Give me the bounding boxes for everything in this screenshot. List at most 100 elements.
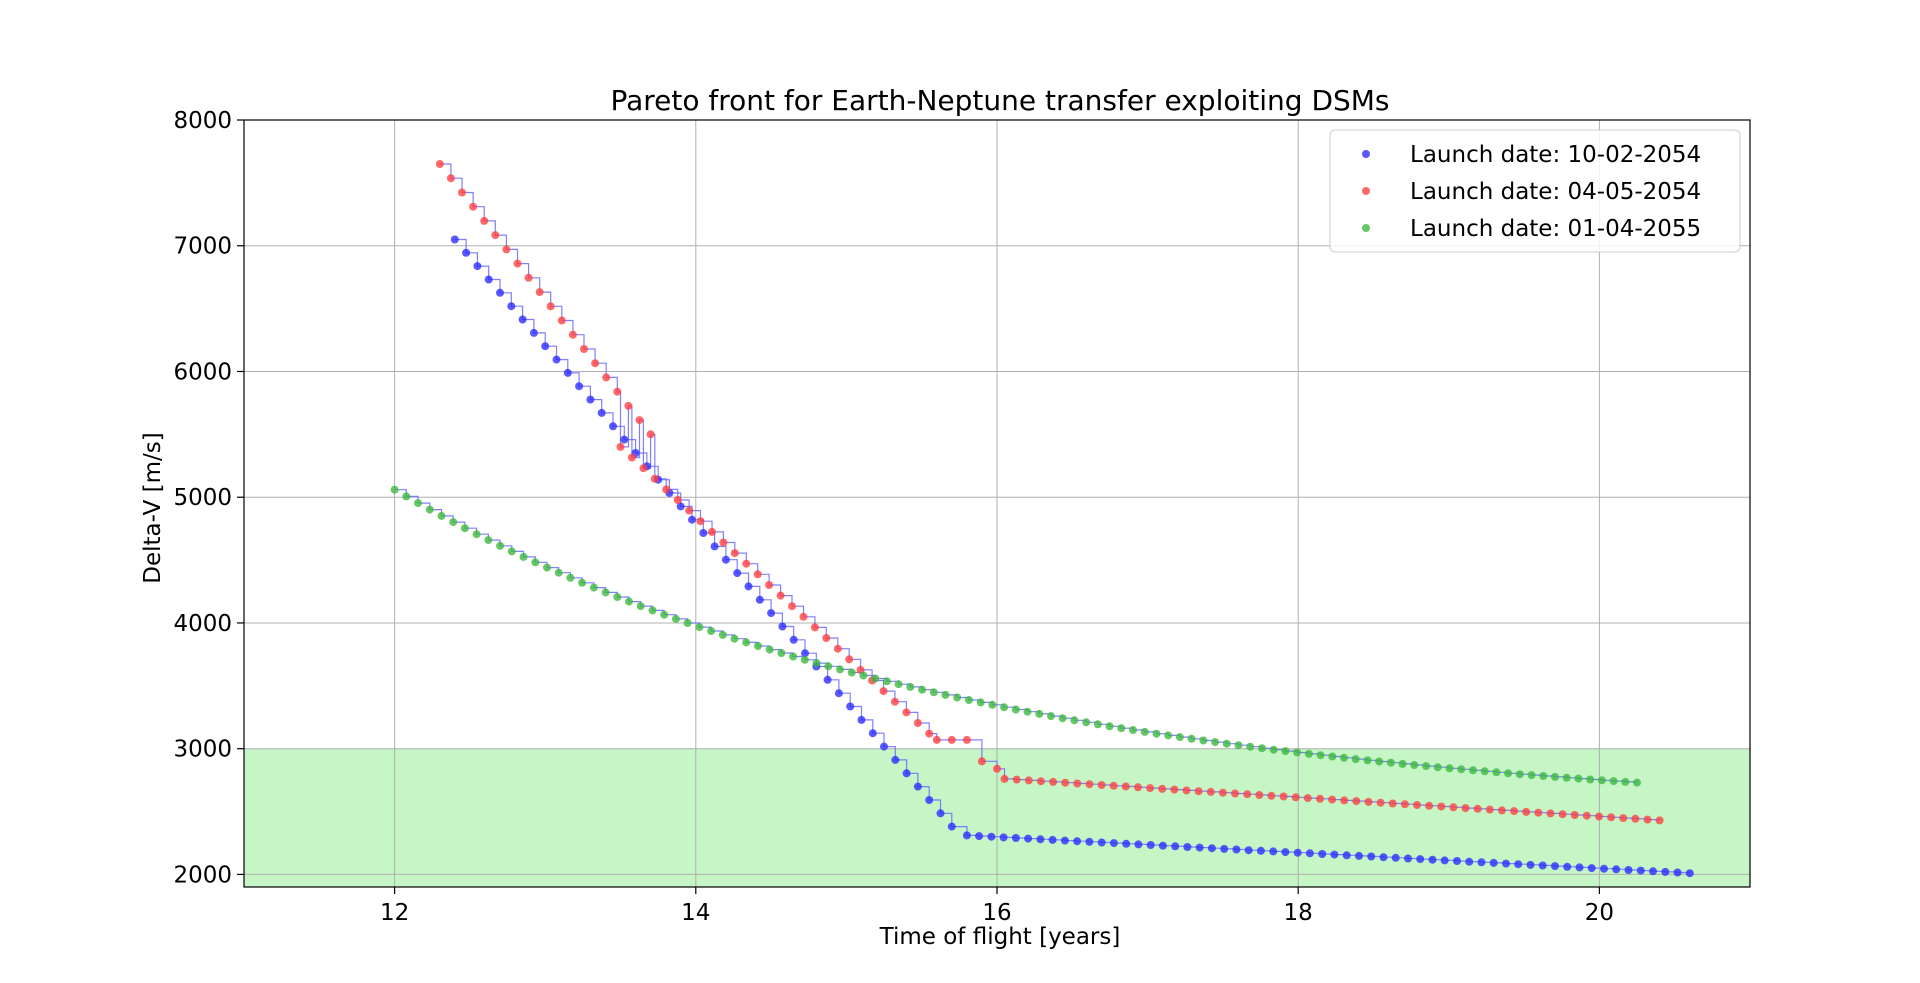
- data-point-series-2: [1206, 787, 1215, 796]
- data-point-series-2: [1425, 801, 1434, 810]
- data-point-series-2: [1291, 793, 1300, 802]
- data-point-series-1: [1526, 860, 1535, 869]
- data-point-series-3: [1398, 759, 1407, 768]
- data-point-series-2: [1255, 791, 1264, 799]
- data-point-series-1: [1624, 866, 1633, 874]
- data-point-series-2: [742, 559, 751, 568]
- data-point-series-2: [1279, 792, 1288, 801]
- data-point-series-2: [491, 231, 500, 240]
- data-point-series-1: [597, 408, 606, 417]
- data-point-series-2: [1073, 779, 1082, 788]
- data-point-series-3: [1093, 720, 1102, 729]
- data-point-series-2: [639, 464, 648, 473]
- data-point-series-1: [518, 315, 527, 324]
- data-point-series-3: [941, 690, 950, 699]
- data-point-series-3: [1633, 778, 1641, 787]
- data-point-series-2: [1595, 812, 1603, 821]
- data-point-series-2: [557, 316, 566, 325]
- data-point-series-1: [1036, 835, 1045, 844]
- data-point-series-1: [1477, 858, 1486, 867]
- data-point-series-1: [902, 769, 911, 778]
- data-point-series-2: [776, 591, 785, 600]
- data-point-series-1: [1256, 846, 1265, 855]
- legend-label: Launch date: 04-05-2054: [1410, 179, 1701, 205]
- data-point-series-2: [845, 655, 854, 664]
- data-point-series-1: [1269, 847, 1278, 856]
- data-point-series-1: [975, 832, 984, 841]
- data-point-series-1: [529, 328, 538, 337]
- data-point-series-1: [609, 422, 617, 431]
- data-point-series-3: [847, 668, 856, 677]
- data-point-series-1: [563, 368, 572, 377]
- data-point-series-3: [402, 492, 411, 501]
- data-point-series-3: [1621, 777, 1630, 786]
- data-point-series-2: [1012, 775, 1021, 784]
- data-point-series-1: [1195, 843, 1204, 852]
- data-point-series-1: [1685, 869, 1694, 878]
- data-point-series-1: [1305, 849, 1314, 858]
- data-point-series-1: [1367, 852, 1376, 861]
- data-point-series-1: [1465, 857, 1474, 866]
- data-point-series-1: [1232, 845, 1241, 854]
- data-point-series-1: [801, 649, 809, 658]
- data-point-series-3: [554, 568, 563, 577]
- data-point-series-1: [1649, 867, 1657, 876]
- step-line-series-3: [394, 489, 1638, 783]
- y-tick-label: 4000: [173, 611, 232, 637]
- data-point-series-1: [868, 729, 877, 738]
- data-point-series-1: [846, 702, 855, 711]
- data-point-series-1: [1612, 865, 1621, 874]
- data-point-series-3: [1562, 773, 1571, 782]
- data-point-series-2: [602, 373, 611, 382]
- data-point-series-1: [767, 609, 776, 618]
- data-point-series-2: [635, 416, 644, 425]
- data-point-series-2: [1231, 789, 1239, 798]
- data-point-series-2: [822, 634, 831, 642]
- data-point-series-3: [484, 536, 493, 545]
- data-point-series-3: [543, 563, 551, 572]
- data-point-series-3: [824, 662, 833, 671]
- data-point-series-1: [1085, 837, 1094, 846]
- data-point-series-2: [925, 729, 934, 738]
- data-point-series-3: [918, 685, 927, 694]
- chart-title: Pareto front for Earth-Neptune transfer …: [610, 84, 1389, 117]
- data-point-series-2: [524, 273, 533, 282]
- data-point-series-1: [1171, 842, 1180, 851]
- data-point-series-3: [1152, 729, 1161, 738]
- y-tick-label: 3000: [173, 737, 232, 763]
- data-point-series-2: [1316, 794, 1324, 803]
- data-point-series-2: [696, 517, 705, 526]
- data-point-series-2: [646, 430, 655, 439]
- data-point-series-3: [765, 645, 774, 654]
- data-point-series-3: [1492, 768, 1501, 777]
- data-point-series-3: [730, 634, 739, 643]
- data-point-series-2: [977, 757, 986, 766]
- data-point-series-3: [929, 688, 938, 697]
- data-point-series-2: [1097, 781, 1106, 789]
- data-point-series-3: [460, 524, 469, 533]
- data-point-series-3: [953, 693, 962, 702]
- data-point-series-3: [1105, 722, 1114, 731]
- data-point-series-2: [480, 216, 489, 225]
- data-point-series-3: [718, 630, 727, 639]
- data-point-series-3: [871, 674, 880, 683]
- data-point-series-2: [1485, 805, 1494, 814]
- data-point-series-2: [469, 202, 478, 211]
- data-point-series-2: [1473, 804, 1482, 813]
- data-point-series-2: [1510, 807, 1519, 816]
- data-point-series-1: [789, 635, 798, 644]
- data-point-series-3: [836, 665, 844, 674]
- data-point-series-2: [1558, 810, 1567, 819]
- data-point-series-2: [458, 188, 466, 197]
- data-point-series-1: [1355, 851, 1363, 860]
- data-point-series-3: [1269, 745, 1278, 754]
- data-point-series-1: [1024, 834, 1033, 843]
- legend-label: Launch date: 10-02-2054: [1410, 142, 1701, 168]
- data-point-series-2: [1643, 815, 1652, 824]
- data-point-series-3: [1504, 769, 1513, 778]
- data-point-series-1: [1244, 846, 1253, 855]
- data-point-series-1: [1404, 854, 1412, 863]
- data-point-series-2: [1631, 814, 1640, 823]
- data-point-series-1: [1281, 848, 1290, 857]
- data-point-series-1: [721, 555, 730, 564]
